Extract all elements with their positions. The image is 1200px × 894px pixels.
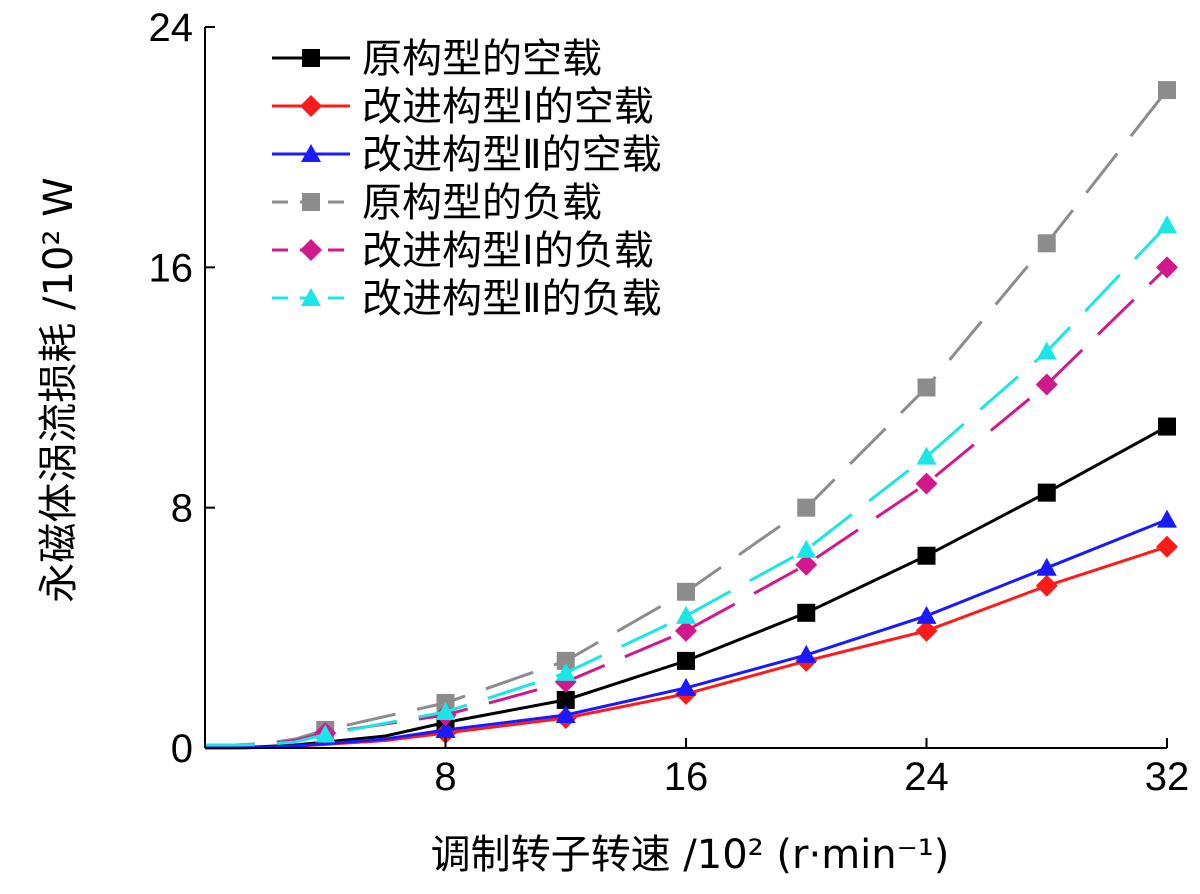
ticks: 0 8 16 24 8 16 24 32 [149,6,1190,799]
data-point [435,701,456,720]
data-point [1157,509,1177,528]
data-point [555,662,576,681]
legend-item: 改进构型Ⅰ的空载 [272,84,654,130]
data-point [797,603,816,622]
series-mod1-noload [205,535,1178,750]
data-point [796,539,817,558]
data-point [556,690,575,709]
legend-item: 原构型的空载 [272,36,602,82]
data-point [315,724,336,743]
data-point [916,446,937,465]
legend-label: 改进构型Ⅱ的负载 [362,276,662,322]
legend-label: 原构型的空载 [362,36,602,82]
legend-marker [302,193,320,211]
legend-label: 改进构型Ⅱ的空载 [362,132,662,178]
legend-marker [301,144,321,162]
data-point [555,704,576,723]
series-mod2-load [205,215,1177,747]
data-point [916,605,937,624]
y-tick-label: 0 [171,727,193,771]
data-point [675,619,697,642]
data-point [1157,215,1177,234]
data-point [1158,81,1176,100]
x-tick-label: 8 [434,755,456,799]
data-point [1158,417,1176,436]
series-origin-load [205,81,1176,747]
data-point [797,498,816,517]
data-point [1037,483,1056,502]
legend-item: 原构型的负载 [272,180,602,226]
data-point [1035,373,1058,396]
data-point [677,651,695,670]
data-point [676,605,696,624]
data-point [915,472,938,495]
data-point [1036,341,1057,360]
data-point [1156,256,1178,279]
legend-marker [300,239,322,261]
legend-item: 改进构型Ⅱ的空载 [272,132,662,178]
data-point [435,719,456,738]
data-point [1156,535,1178,558]
x-tick-label: 24 [904,755,949,799]
x-axis-label: 调制转子转速 /10² (r·min⁻¹) [431,832,950,878]
y-tick-label: 8 [171,487,193,531]
series-mod1-load [205,256,1178,747]
data-point [1036,557,1057,576]
y-axis-label: 永磁体涡流损耗 /10² W [36,177,82,602]
legend-marker [300,95,322,117]
data-point [917,378,936,397]
data-point [796,644,817,663]
data-point [1037,234,1056,253]
legend-label: 原构型的负载 [362,180,602,226]
data-point [1035,574,1058,597]
legend-item: 改进构型Ⅰ的负载 [272,228,654,274]
data-point [676,677,696,696]
legend-marker [301,288,321,306]
legend-label: 改进构型Ⅰ的负载 [362,228,654,274]
series-line [205,224,1169,747]
data-point [556,651,575,670]
legend-label: 改进构型Ⅰ的空载 [362,84,654,130]
y-tick-label: 24 [149,6,194,50]
series-layer [205,81,1178,750]
data-point [795,553,818,576]
x-tick-label: 32 [1145,755,1190,799]
series-line [205,266,1169,747]
data-point [677,582,695,601]
series-line [205,89,1169,747]
data-point [917,546,936,565]
y-tick-label: 16 [149,246,194,290]
legend-marker [302,49,320,67]
data-point [915,619,938,642]
legend: 原构型的空载改进构型Ⅰ的空载改进构型Ⅱ的空载原构型的负载改进构型Ⅰ的负载改进构型… [272,36,662,322]
x-tick-label: 16 [664,755,709,799]
legend-item: 改进构型Ⅱ的负载 [272,276,662,322]
